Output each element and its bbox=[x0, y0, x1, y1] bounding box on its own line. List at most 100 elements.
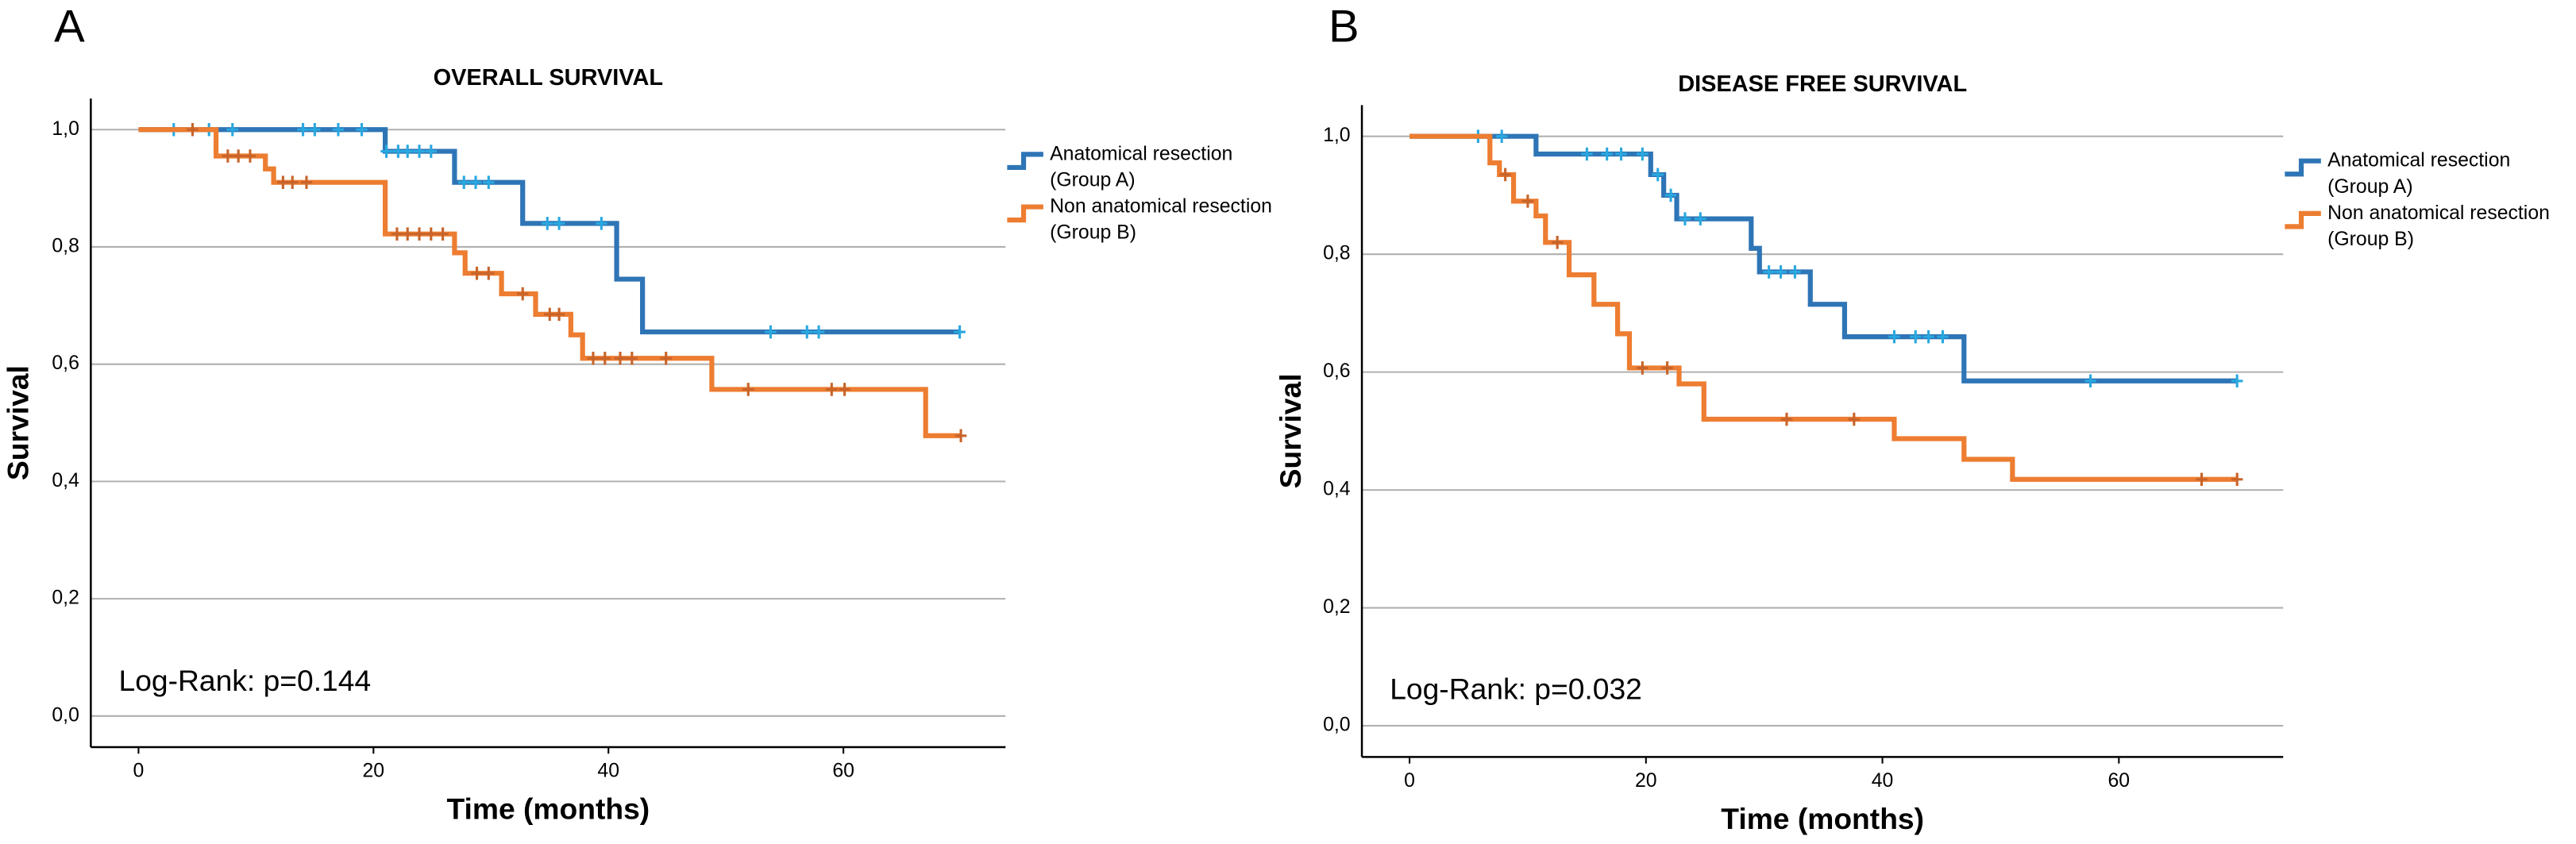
x-tick-label: 20 bbox=[1635, 770, 1657, 792]
censor-mark bbox=[1888, 330, 1900, 344]
censor-mark bbox=[1637, 147, 1649, 161]
y-axis-label: Survival bbox=[1274, 373, 1307, 488]
y-tick-label: 0,4 bbox=[52, 470, 79, 491]
censor-mark bbox=[553, 217, 565, 230]
censor-mark bbox=[1664, 188, 1677, 202]
survival-curve bbox=[138, 127, 962, 335]
censor-mark bbox=[483, 175, 495, 189]
censor-mark bbox=[1637, 361, 1649, 375]
censor-mark bbox=[2231, 374, 2243, 388]
censor-mark bbox=[483, 266, 495, 280]
censor-mark bbox=[401, 145, 414, 158]
y-tick-label: 1,0 bbox=[52, 118, 79, 140]
y-tick-label: 0,8 bbox=[1323, 243, 1350, 264]
censor-mark bbox=[1848, 412, 1861, 426]
censor-mark bbox=[458, 175, 470, 189]
censor-mark bbox=[300, 175, 313, 189]
censor-mark bbox=[742, 383, 754, 396]
y-tick-label: 0,2 bbox=[52, 588, 79, 609]
censor-mark bbox=[297, 122, 309, 137]
legend-label: Non anatomical resection (Group B) bbox=[2327, 202, 2550, 249]
censor-mark bbox=[626, 352, 638, 365]
x-tick-label: 0 bbox=[133, 761, 145, 782]
censor-mark bbox=[356, 122, 368, 137]
legend-swatch bbox=[1007, 152, 1043, 171]
chart-title: DISEASE FREE SURVIVAL bbox=[1678, 71, 1967, 97]
censor-mark bbox=[2196, 472, 2208, 487]
censor-mark bbox=[660, 352, 672, 365]
legend-label-line: (Group A) bbox=[1050, 169, 1136, 191]
legend-label-line: Non anatomical resection bbox=[1050, 195, 1272, 217]
censor-mark bbox=[839, 383, 850, 396]
y-tick-label: 0,6 bbox=[52, 353, 79, 374]
censor-mark bbox=[812, 325, 825, 339]
censor-mark bbox=[332, 122, 345, 137]
censor-mark bbox=[1495, 129, 1508, 143]
survival-curve bbox=[138, 127, 962, 438]
censor-mark bbox=[2231, 472, 2243, 487]
annotation: Log-Rank: p=0.032 bbox=[1390, 672, 1642, 705]
censor-mark bbox=[1615, 147, 1627, 161]
censor-mark bbox=[437, 227, 449, 241]
y-tick-label: 0,0 bbox=[52, 704, 79, 726]
censor-mark bbox=[469, 175, 482, 189]
y-axis-label: Survival bbox=[1, 365, 34, 480]
censor-mark bbox=[222, 149, 234, 163]
censor-mark bbox=[1695, 212, 1706, 225]
censor-mark bbox=[425, 145, 438, 158]
y-tick-label: 0,8 bbox=[52, 235, 79, 256]
censor-mark bbox=[244, 149, 256, 163]
legend-swatch bbox=[2285, 210, 2321, 229]
legend-label-line: Anatomical resection bbox=[1050, 143, 1232, 164]
censor-mark bbox=[1581, 147, 1593, 161]
censor-mark bbox=[553, 307, 565, 322]
censor-mark bbox=[954, 429, 967, 443]
censor-mark bbox=[413, 227, 426, 241]
censor-mark bbox=[596, 217, 607, 230]
legend-label-line: (Group A) bbox=[2327, 175, 2413, 197]
y-tick-label: 1,0 bbox=[1323, 125, 1350, 146]
censor-mark bbox=[1780, 412, 1793, 426]
censor-mark bbox=[599, 352, 611, 365]
censor-mark bbox=[542, 217, 553, 230]
censor-mark bbox=[226, 122, 239, 137]
legend-label-line: (Group B) bbox=[2327, 228, 2414, 249]
censor-mark bbox=[1775, 265, 1787, 279]
y-tick-label: 0,0 bbox=[1323, 715, 1350, 736]
censor-mark bbox=[1763, 265, 1775, 279]
censor-mark bbox=[187, 122, 199, 137]
annotation: Log-Rank: p=0.144 bbox=[119, 664, 372, 697]
x-axis-label: Time (months) bbox=[446, 792, 650, 825]
censor-mark bbox=[1601, 147, 1613, 161]
x-tick-label: 40 bbox=[597, 761, 619, 782]
legend-swatch bbox=[1007, 204, 1043, 223]
legend-label-line: (Group B) bbox=[1050, 222, 1136, 243]
censor-mark bbox=[516, 287, 529, 301]
censor-mark bbox=[614, 352, 627, 365]
censor-mark bbox=[425, 227, 438, 241]
panel-letter: B bbox=[1328, 2, 1359, 52]
censor-mark bbox=[391, 227, 403, 241]
x-tick-label: 60 bbox=[832, 761, 854, 782]
panel-letter: A bbox=[54, 2, 85, 52]
censor-mark bbox=[1661, 361, 1673, 375]
censor-mark bbox=[380, 145, 392, 158]
censor-mark bbox=[1679, 212, 1691, 225]
censor-mark bbox=[232, 149, 245, 163]
censor-mark bbox=[1910, 330, 1922, 344]
x-tick-label: 40 bbox=[1872, 770, 1894, 792]
legend-label: Anatomical resection (Group A) bbox=[1050, 143, 1232, 191]
censor-mark bbox=[1789, 265, 1801, 279]
censor-mark bbox=[471, 266, 483, 280]
censor-mark bbox=[1937, 330, 1949, 344]
censor-mark bbox=[1551, 236, 1564, 249]
censor-mark bbox=[287, 175, 299, 189]
legend-label: Anatomical resection (Group A) bbox=[2327, 149, 2510, 197]
x-tick-label: 20 bbox=[363, 761, 385, 782]
censor-mark bbox=[954, 325, 966, 339]
legend-label-line: Anatomical resection bbox=[2327, 149, 2510, 171]
censor-mark bbox=[1652, 168, 1664, 182]
censor-mark bbox=[2084, 374, 2096, 388]
x-axis-label: Time (months) bbox=[1721, 802, 1924, 835]
